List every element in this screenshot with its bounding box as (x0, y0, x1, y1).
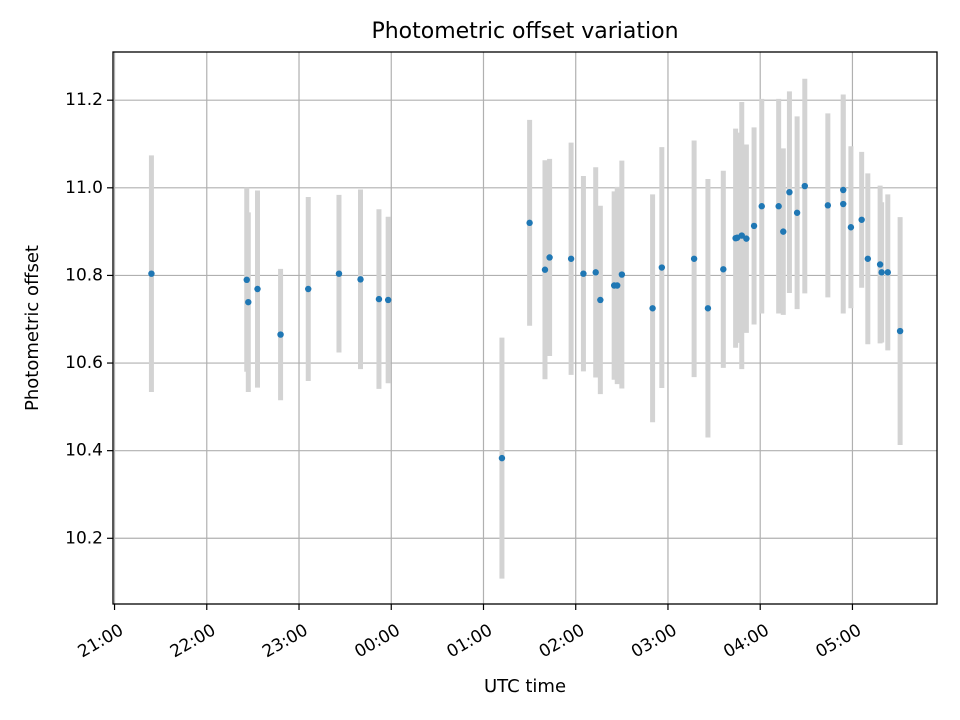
data-point (884, 269, 892, 276)
x-tick-label: 04:00 (720, 620, 772, 662)
x-axis-ticks: 21:00 22:00 23:00 00:00 01:00 02:00 03:00 04:00… (75, 604, 865, 662)
data-point (876, 261, 884, 268)
data-point (592, 269, 599, 276)
data-point (758, 203, 765, 210)
data-point (847, 224, 855, 231)
data-point (743, 235, 750, 242)
data-point (750, 222, 758, 230)
error-bars (148, 78, 903, 579)
data-point (357, 276, 364, 283)
y-tick-label: 10.4 (65, 441, 103, 461)
data-point (840, 186, 847, 194)
data-point (793, 209, 801, 216)
data-point (858, 216, 865, 223)
data-point (896, 327, 904, 335)
data-point (277, 331, 284, 338)
data-point (526, 219, 533, 227)
plot-frame (112, 51, 938, 605)
y-tick-label: 10.2 (65, 528, 103, 548)
data-point (614, 282, 621, 289)
data-point (878, 269, 885, 276)
data-point (690, 255, 698, 262)
data-point (243, 276, 250, 284)
y-axis-ticks: 10.2 10.4 10.6 10.8 11.0 11.2 (65, 90, 113, 548)
y-axis-label: Photometric offset (22, 245, 43, 411)
y-tick-label: 10.6 (65, 353, 103, 373)
y-tick-label: 11.0 (65, 178, 103, 198)
data-point (738, 232, 745, 239)
data-points (148, 182, 904, 462)
data-point (720, 266, 727, 273)
data-point (567, 255, 575, 262)
data-point (649, 305, 656, 312)
x-tick-label: 22:00 (167, 620, 219, 662)
data-point (541, 266, 549, 273)
data-point (580, 270, 587, 277)
y-tick-label: 10.8 (65, 265, 103, 285)
x-tick-label: 00:00 (351, 620, 403, 662)
data-point (305, 285, 312, 293)
data-point (546, 254, 553, 261)
x-axis-label: UTC time (484, 676, 566, 697)
grid (113, 52, 937, 604)
x-tick-label: 03:00 (628, 620, 680, 662)
data-point (597, 296, 604, 304)
data-point (498, 454, 506, 462)
x-tick-label: 23:00 (259, 620, 311, 662)
x-tick-label: 05:00 (813, 620, 865, 662)
data-point (840, 200, 847, 208)
data-point (335, 270, 343, 277)
x-tick-label: 21:00 (75, 620, 127, 662)
data-point (658, 264, 666, 271)
data-point (375, 295, 383, 303)
data-point (780, 228, 787, 235)
data-point (148, 270, 155, 277)
data-point (775, 203, 782, 210)
y-tick-label: 11.2 (65, 90, 103, 110)
x-tick-label: 02:00 (536, 620, 588, 662)
data-point (384, 296, 392, 304)
data-point (864, 255, 872, 262)
chart-title: Photometric offset variation (371, 19, 678, 44)
data-point (704, 305, 712, 312)
x-tick-label: 01:00 (444, 620, 496, 662)
data-point (254, 285, 261, 293)
data-point (801, 182, 808, 190)
data-point (618, 271, 626, 278)
data-point (824, 202, 832, 209)
data-point (245, 298, 252, 306)
data-point (786, 188, 793, 196)
